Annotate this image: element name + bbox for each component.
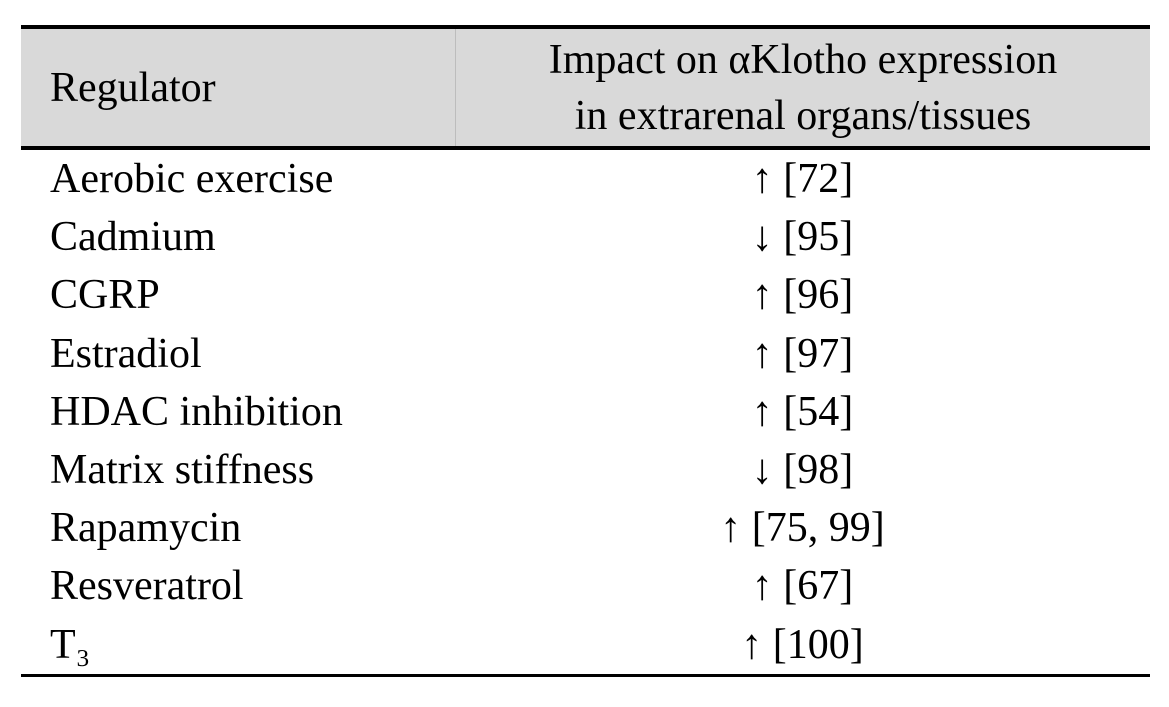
regulator-cell: T₃ [50, 621, 91, 668]
impact-cell: ↑ [72] [751, 156, 854, 202]
impact-cell: ↓ [98] [751, 446, 854, 493]
impact-cell: ↑ [100] [741, 621, 864, 668]
regulator-cell: Aerobic exercise [50, 156, 334, 202]
header-impact-line2: in extrarenal organs/tissues [574, 92, 1032, 139]
table-row: Rapamycin ↑ [75, 99] [21, 499, 1150, 557]
table-row: Cadmium ↓ [95] [21, 208, 1150, 266]
regulator-cell: HDAC inhibition [50, 388, 343, 435]
impact-cell: ↑ [54] [751, 388, 854, 435]
table-row: Estradiol ↑ [97] [21, 325, 1150, 383]
regulator-cell: Resveratrol [50, 563, 244, 610]
table-row: Aerobic exercise ↑ [72] [21, 150, 1150, 208]
impact-cell: ↑ [97] [751, 330, 854, 377]
impact-cell: ↑ [96] [751, 272, 854, 319]
header-cell-regulator: Regulator [50, 64, 216, 111]
impact-cell: ↑ [75, 99] [720, 505, 885, 552]
table-row: CGRP ↑ [96] [21, 266, 1150, 324]
regulator-cell: CGRP [50, 272, 160, 319]
regulator-cell: Rapamycin [50, 505, 242, 552]
table-body: Aerobic exercise ↑ [72] Cadmium ↓ [95] C… [21, 150, 1150, 674]
table-header-row: Regulator Impact on αKlotho expression i… [21, 29, 1150, 150]
regulator-cell: Matrix stiffness [50, 446, 315, 493]
impact-cell: ↓ [95] [751, 214, 854, 261]
table-row: Matrix stiffness ↓ [98] [21, 441, 1150, 499]
table-row: HDAC inhibition ↑ [54] [21, 383, 1150, 441]
regulator-cell: Cadmium [50, 214, 216, 261]
table-row: T₃ ↑ [100] [21, 616, 1150, 674]
regulator-cell: Estradiol [50, 330, 202, 377]
header-cell-impact: Impact on αKlotho expression in extraren… [455, 29, 1150, 146]
impact-cell: ↑ [67] [751, 563, 854, 610]
table-row: Resveratrol ↑ [67] [21, 557, 1150, 615]
regulators-table: Regulator Impact on αKlotho expression i… [21, 25, 1150, 677]
header-impact-line1: Impact on αKlotho expression [548, 36, 1058, 83]
